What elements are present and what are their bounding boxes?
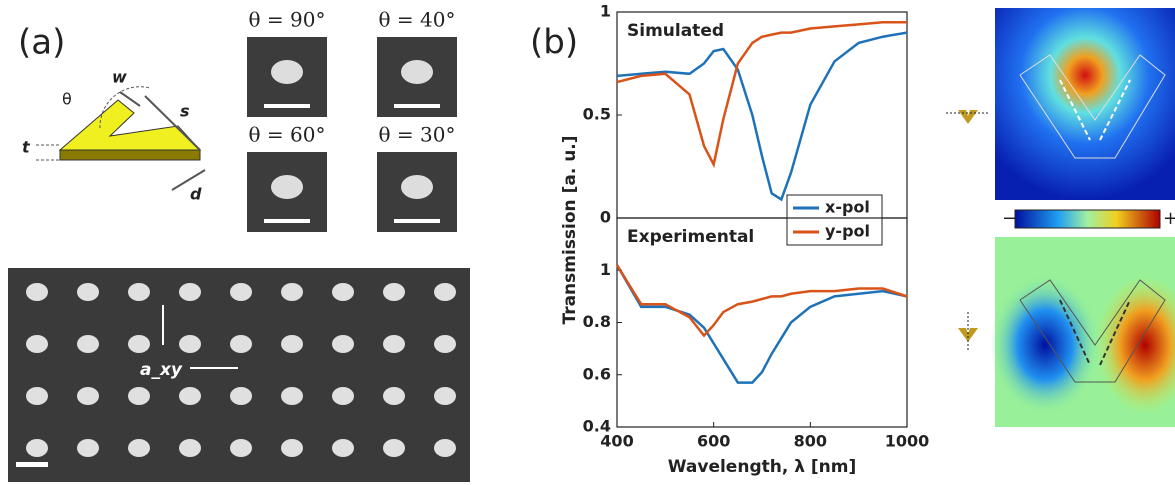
particle: [26, 387, 48, 405]
particle: [401, 175, 433, 199]
y-tick-label: 0.6: [583, 364, 611, 383]
pol-icon: [958, 110, 978, 124]
schematic-label: d: [190, 185, 202, 204]
y-tick-label: 0: [600, 208, 611, 227]
particle: [26, 283, 48, 301]
angle-label: θ = 30°: [379, 123, 456, 147]
legend-label: y-pol: [825, 222, 870, 241]
particle: [383, 335, 405, 353]
schematic-label: t: [22, 138, 31, 157]
x-tick-label: 600: [697, 432, 730, 451]
y-tick-label: 0.4: [583, 417, 611, 436]
field-map: [995, 8, 1175, 200]
particle: [77, 439, 99, 457]
particle: [332, 439, 354, 457]
line: [615, 264, 908, 338]
angle-label: θ = 40°: [379, 8, 456, 32]
particle: [332, 283, 354, 301]
schematic-label: w: [112, 68, 127, 87]
y-tick-label: 1: [600, 2, 611, 21]
particle: [128, 439, 150, 457]
particle: [77, 283, 99, 301]
field-lobe: [1095, 275, 1175, 415]
particle: [332, 335, 354, 353]
scale-bar: [264, 219, 310, 223]
sem-images: θ = 90° θ = 40° θ = 60° θ = 30°: [247, 8, 457, 232]
particle: [281, 439, 303, 457]
panel-label: (a): [18, 23, 65, 63]
particle: [179, 335, 201, 353]
particle: [434, 387, 456, 405]
particle: [230, 387, 252, 405]
current: [1059, 299, 1091, 366]
particle: [230, 439, 252, 457]
particle: [230, 283, 252, 301]
particle: [77, 387, 99, 405]
plot-area: [616, 217, 908, 428]
pitch-label: a_xy: [140, 360, 183, 380]
scale-bar: [264, 104, 310, 108]
legend: [786, 194, 883, 246]
chart-title: Simulated: [627, 21, 724, 41]
particle: [179, 439, 201, 457]
particle: [281, 283, 303, 301]
y-tick-label: 0.8: [583, 312, 611, 331]
field-lobe: [990, 275, 1100, 415]
chart-title: Experimental: [627, 227, 754, 247]
particle: [332, 387, 354, 405]
x-axis-label: Wavelength, λ [nm]: [668, 457, 857, 477]
particle: [128, 335, 150, 353]
angle-label: θ = 60°: [249, 123, 326, 147]
particle: [230, 335, 252, 353]
y-tick-label: 0.5: [583, 105, 611, 124]
particle: [434, 439, 456, 457]
x-tick-label: 1000: [885, 432, 930, 451]
outline: [1019, 279, 1166, 383]
schematic-label: θ: [62, 90, 72, 109]
panel-label: (b): [530, 23, 578, 63]
y-axis-label: Transmission [a. u.]: [560, 135, 580, 324]
scale-bar: [394, 219, 440, 223]
scale-bar: [16, 462, 48, 467]
particle: [271, 175, 303, 199]
colorbar-label: +: [1163, 208, 1175, 229]
particle: [383, 387, 405, 405]
particle: [434, 335, 456, 353]
charts: 0 0.5 1 Simulated Transmission [a. u.] x-pol y…: [560, 2, 929, 478]
schematic-label: s: [180, 102, 190, 121]
particle: [401, 60, 433, 84]
particle: [434, 283, 456, 301]
line: [616, 21, 907, 169]
angle-label: θ = 90°: [249, 8, 326, 32]
particle: [281, 387, 303, 405]
sem-array-particles: [26, 283, 456, 457]
current: [1099, 299, 1131, 366]
particle: [26, 335, 48, 353]
pol-icon: [958, 328, 978, 342]
schematic: [36, 86, 206, 191]
scale-bar: [394, 104, 440, 108]
x-tick-label: 800: [794, 432, 827, 451]
particle: [128, 387, 150, 405]
particle: [383, 283, 405, 301]
legend-label: x-pol: [825, 198, 870, 217]
x-tick-label: 400: [600, 432, 633, 451]
particle: [128, 283, 150, 301]
particle: [26, 439, 48, 457]
current: [1059, 79, 1091, 141]
colorbar: [1014, 209, 1161, 229]
current: [1099, 79, 1131, 141]
colorbar-label: −: [1002, 208, 1017, 229]
particle: [271, 60, 303, 84]
particle: [281, 335, 303, 353]
particle: [77, 335, 99, 353]
y-tick-label: 1: [600, 260, 611, 279]
line: [616, 31, 908, 202]
particle: [383, 439, 405, 457]
particle: [179, 387, 201, 405]
particle: [179, 283, 201, 301]
outline: [1019, 54, 1166, 159]
line: [615, 264, 908, 384]
